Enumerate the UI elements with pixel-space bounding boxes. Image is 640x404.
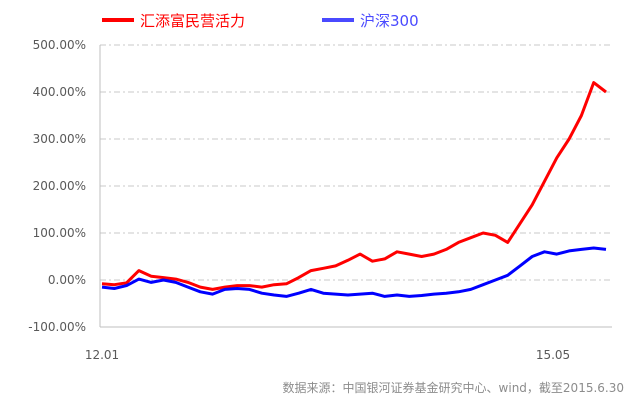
y-tick-label: 500.00% (33, 38, 86, 52)
series-line-0 (101, 81, 607, 291)
y-tick-label: 0.00% (48, 273, 86, 287)
y-tick-label: 100.00% (33, 226, 86, 240)
gridlines (100, 44, 612, 281)
source-note: 数据来源：中国银河证券基金研究中心、wind，截至2015.6.30 (283, 380, 624, 395)
y-tick-labels: 500.00% 400.00% 300.00% 200.00% 100.00% 0.00%… (28, 38, 86, 334)
axes (99, 45, 612, 328)
y-tick-label: 200.00% (33, 179, 86, 193)
x-tick-label: 15.05 (536, 348, 570, 362)
x-tick-labels: 12.01 15.05 (85, 348, 570, 362)
series-line-1 (101, 246, 607, 298)
legend: 汇添富民营活力 沪深300 (102, 12, 419, 30)
legend-label-series-0: 汇添富民营活力 (140, 12, 245, 30)
y-tick-label: -100.00% (28, 320, 86, 334)
y-tick-label: 300.00% (33, 132, 86, 146)
series-lines (101, 81, 607, 298)
y-tick-label: 400.00% (33, 85, 86, 99)
x-tick-label: 12.01 (85, 348, 119, 362)
legend-label-series-1: 沪深300 (360, 12, 419, 30)
